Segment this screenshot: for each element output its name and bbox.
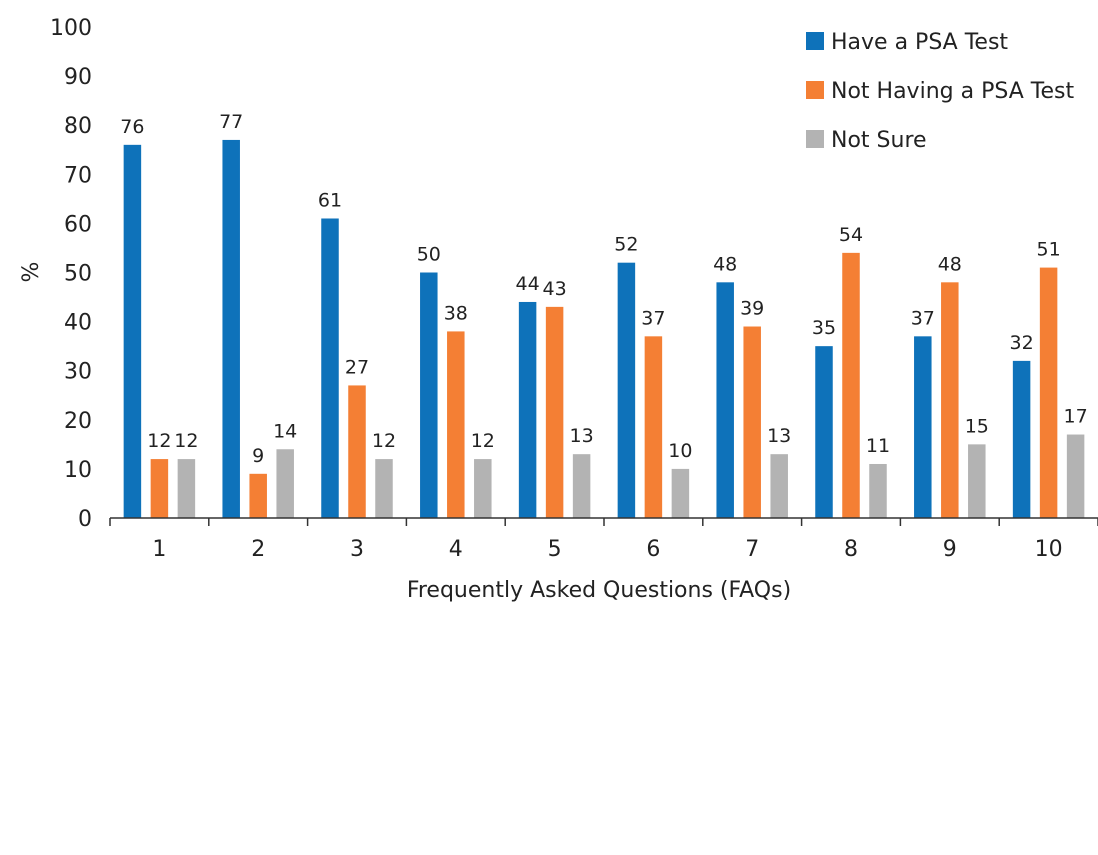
x-tick-label: 6 <box>646 537 660 562</box>
y-tick-label: 50 <box>64 262 92 287</box>
data-label: 39 <box>740 298 764 320</box>
legend: Have a PSA Test Not Having a PSA Test Not … <box>806 30 1074 153</box>
y-tick-label: 90 <box>64 65 92 90</box>
bar <box>914 336 932 518</box>
bar <box>617 262 636 518</box>
x-axis-title: Frequently Asked Questions (FAQs) <box>407 578 791 603</box>
bar <box>968 444 986 518</box>
data-label: 13 <box>570 425 594 447</box>
x-tick-label: 4 <box>449 537 463 562</box>
legend-label: Not Having a PSA Test <box>831 79 1074 104</box>
data-label: 52 <box>614 234 638 256</box>
x-tick-label: 2 <box>251 537 265 562</box>
data-label: 61 <box>318 189 342 211</box>
data-label: 48 <box>713 253 737 275</box>
bar <box>644 336 663 518</box>
data-label: 44 <box>516 273 540 295</box>
data-label: 12 <box>372 430 396 452</box>
bar <box>150 459 169 518</box>
bar <box>770 454 788 518</box>
bar <box>1012 360 1031 518</box>
bar <box>716 282 734 518</box>
bar <box>375 459 393 518</box>
data-label: 37 <box>641 307 665 329</box>
data-label: 12 <box>471 430 495 452</box>
bars-group <box>123 139 1085 519</box>
bar <box>518 301 537 518</box>
y-tick-label: 60 <box>64 212 92 237</box>
data-label: 51 <box>1037 239 1061 261</box>
legend-swatch <box>806 81 824 99</box>
data-label: 54 <box>839 224 863 246</box>
data-label: 32 <box>1010 332 1034 354</box>
data-label: 50 <box>417 244 441 266</box>
x-tick-label: 8 <box>844 537 858 562</box>
bar <box>1039 267 1058 518</box>
y-axis-title: % <box>19 262 44 283</box>
data-label: 11 <box>866 435 890 457</box>
data-label: 43 <box>543 278 567 300</box>
bar <box>941 282 959 518</box>
bar <box>420 272 438 518</box>
data-label: 76 <box>120 116 144 138</box>
data-label: 38 <box>444 302 468 324</box>
bar <box>177 459 196 518</box>
data-label: 27 <box>345 356 369 378</box>
x-tick-label: 7 <box>745 537 759 562</box>
y-tick-label: 10 <box>64 458 92 483</box>
y-tick-label: 80 <box>64 114 92 139</box>
x-axis-tick-labels: 1 2 3 4 5 6 7 8 9 10 <box>152 537 1062 562</box>
data-label: 15 <box>965 415 989 437</box>
bar <box>474 459 492 518</box>
bar <box>545 306 564 518</box>
data-label: 9 <box>252 445 264 467</box>
legend-label: Have a PSA Test <box>831 30 1008 55</box>
data-label: 17 <box>1064 406 1088 428</box>
bar <box>743 326 761 518</box>
bar <box>869 463 887 518</box>
x-axis <box>109 517 1098 526</box>
x-tick-label: 10 <box>1035 537 1063 562</box>
y-tick-label: 30 <box>64 360 92 385</box>
x-tick-label: 3 <box>350 537 364 562</box>
bar <box>671 468 690 518</box>
data-label: 13 <box>767 425 791 447</box>
legend-label: Not Sure <box>831 128 927 153</box>
bar <box>447 331 465 518</box>
data-label: 10 <box>668 440 692 462</box>
bar <box>222 139 240 518</box>
data-label: 12 <box>147 430 171 452</box>
data-label: 37 <box>911 307 935 329</box>
x-tick-label: 5 <box>548 537 562 562</box>
y-tick-label: 40 <box>64 311 92 336</box>
y-tick-label: 0 <box>78 507 92 532</box>
data-label: 12 <box>174 430 198 452</box>
bar <box>842 252 860 519</box>
bar <box>123 144 142 518</box>
bar <box>572 454 591 518</box>
bar <box>348 385 366 518</box>
bar <box>276 449 294 518</box>
data-label: 35 <box>812 317 836 339</box>
data-label: 77 <box>219 111 243 133</box>
legend-swatch <box>806 130 824 148</box>
y-tick-label: 20 <box>64 409 92 434</box>
bar <box>321 218 339 519</box>
bar <box>815 346 833 518</box>
data-label: 48 <box>938 253 962 275</box>
y-tick-label: 100 <box>50 16 92 41</box>
x-tick-label: 1 <box>152 537 166 562</box>
x-tick-label: 9 <box>943 537 957 562</box>
y-tick-label: 70 <box>64 163 92 188</box>
legend-swatch <box>806 32 824 50</box>
bar <box>249 473 267 518</box>
bar <box>1066 434 1085 518</box>
data-label: 14 <box>273 420 297 442</box>
y-axis-ticks: 0 10 20 30 40 50 60 70 80 90 100 <box>50 16 92 532</box>
